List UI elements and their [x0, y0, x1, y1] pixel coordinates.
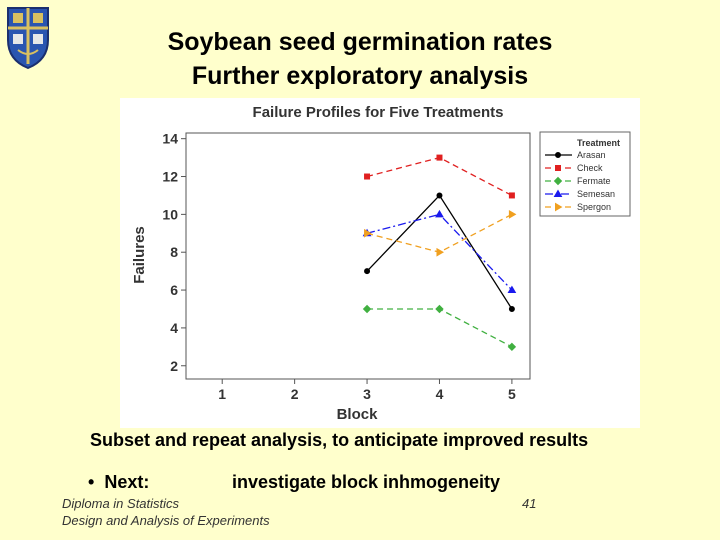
y-tick-label: 10 [162, 206, 178, 222]
failure-profile-chart: Failure Profiles for Five Treatments Fai… [120, 98, 640, 428]
subset-text: Subset and repeat analysis, to anticipat… [90, 430, 589, 450]
legend-entry: Spergon [545, 202, 611, 212]
legend-title: Treatment [577, 138, 620, 148]
y-tick-label: 14 [162, 131, 178, 147]
data-point [507, 342, 517, 352]
y-tick-label: 6 [170, 282, 178, 298]
footer-module: Design and Analysis of Experiments [62, 513, 270, 528]
slide-title-line1: Soybean seed germination rates [167, 28, 553, 56]
bullet-marker: • [88, 472, 95, 492]
data-point [508, 192, 515, 199]
legend-label: Arasan [577, 150, 606, 160]
data-point [435, 304, 444, 314]
data-point [508, 305, 515, 312]
legend-label: Fermate [577, 176, 611, 186]
data-point [436, 192, 443, 199]
next-detail: investigate block inhmogeneity [232, 472, 501, 492]
data-point [508, 209, 517, 219]
legend-marker [553, 189, 563, 197]
x-tick-label: 5 [508, 386, 516, 402]
next-bullet: • Next: [88, 472, 149, 493]
series-line [366, 213, 513, 291]
legend-entry: Arasan [545, 150, 606, 160]
data-point [436, 154, 443, 161]
data-point [436, 247, 444, 257]
x-tick-label: 2 [291, 386, 299, 402]
x-tick-label: 3 [363, 386, 371, 402]
data-point [435, 209, 444, 218]
legend-label: Spergon [577, 202, 611, 212]
series-arasan [364, 192, 515, 312]
legend-marker [555, 165, 561, 171]
x-tick-label: 1 [218, 386, 226, 402]
y-axis-label: Failures [131, 226, 148, 284]
data-point [364, 268, 371, 275]
legend-entry: Semesan [545, 189, 615, 199]
slide-title-line2: Further exploratory analysis [191, 62, 529, 90]
legend-label: Check [577, 163, 603, 173]
y-tick-label: 2 [170, 358, 178, 374]
data-point [364, 173, 371, 180]
y-tick-label: 8 [170, 244, 178, 260]
data-point [362, 304, 372, 314]
series-check [364, 154, 515, 199]
university-crest-icon [7, 7, 49, 70]
chart-legend: Treatment Arasan Check Fermate Semesan Sperg… [539, 131, 631, 217]
data-point [507, 285, 517, 294]
next-label: Next: [104, 472, 150, 492]
plot-frame [185, 132, 531, 380]
page-number: 41 [522, 496, 537, 511]
x-tick-label: 4 [436, 386, 444, 402]
legend-entry: Fermate [545, 176, 611, 186]
y-tick-label: 12 [162, 169, 178, 185]
y-tick-label: 4 [170, 320, 178, 336]
series-fermate [362, 304, 517, 352]
series-spergon [364, 209, 517, 257]
chart-series [362, 154, 517, 352]
chart-title: Failure Profiles for Five Treatments [253, 104, 504, 121]
x-axis-label: Block [337, 406, 379, 423]
legend-marker [555, 202, 563, 212]
legend-marker [555, 152, 561, 158]
footer-course: Diploma in Statistics [62, 496, 180, 511]
legend-marker [553, 176, 563, 186]
legend-entry: Check [545, 163, 603, 173]
data-point [364, 228, 372, 238]
legend-label: Semesan [577, 189, 615, 199]
